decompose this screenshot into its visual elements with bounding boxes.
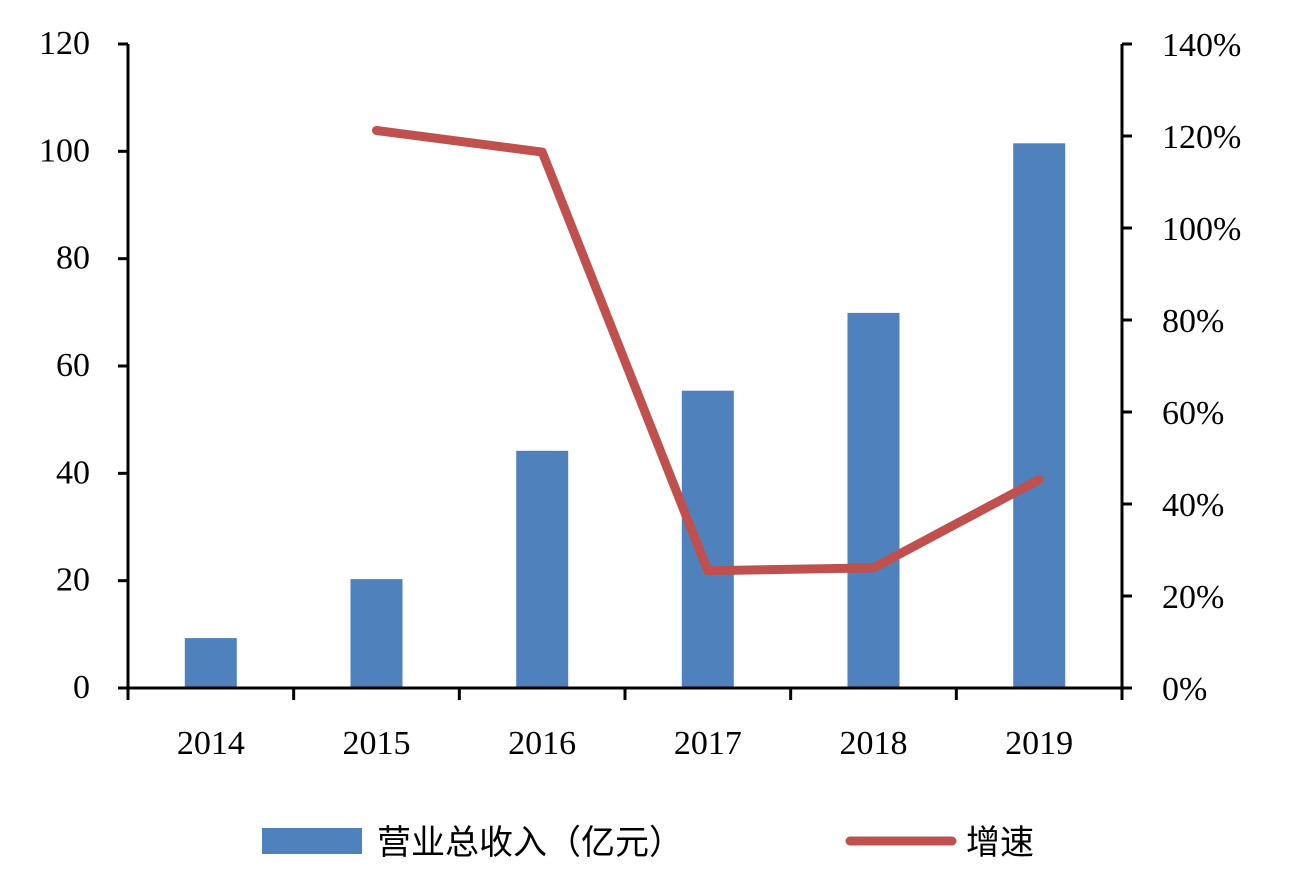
bar-2018: [847, 312, 900, 688]
x-tick-label: 2018: [840, 725, 908, 762]
legend-bar-label: 营业总收入（亿元）: [377, 823, 683, 863]
left-tick-label: 120: [39, 25, 90, 62]
x-tick-label: 2014: [177, 725, 245, 762]
x-tick-label: 2015: [343, 725, 411, 762]
line-layer: [372, 126, 1044, 576]
right-tick-label: 100%: [1162, 211, 1241, 248]
right-tick-label: 120%: [1162, 119, 1241, 156]
right-tick-label: 20%: [1162, 579, 1224, 616]
right-tick-label: 140%: [1162, 27, 1241, 64]
bar-2019: [1013, 143, 1066, 689]
right-tick-label: 0%: [1162, 671, 1207, 708]
right-tick-label: 60%: [1162, 395, 1224, 432]
x-tick-label: 2017: [674, 725, 742, 762]
tick-labels-layer: 0 20 40 60 80 100 120 0% 20% 40% 60% 80% 100% 120% 140…: [39, 25, 1241, 762]
left-tick-label: 80: [56, 240, 90, 277]
left-tick-label: 0: [73, 669, 90, 706]
x-tick-label: 2016: [508, 725, 576, 762]
bar-2017: [681, 390, 734, 688]
legend-bar-swatch: [262, 828, 362, 854]
right-tick-label: 40%: [1162, 487, 1224, 524]
growth-line: [372, 126, 1044, 576]
x-tick-label: 2019: [1005, 725, 1073, 762]
bar-2014: [184, 638, 237, 688]
axes-layer: [118, 42, 1132, 700]
left-tick-label: 100: [39, 132, 90, 169]
right-tick-label: 80%: [1162, 303, 1224, 340]
legend-line-label: 增速: [966, 823, 1034, 863]
left-tick-label: 40: [56, 454, 90, 491]
left-tick-label: 20: [56, 562, 90, 599]
bars-layer: [184, 143, 1066, 689]
left-tick-label: 60: [56, 347, 90, 384]
bar-2016: [516, 450, 569, 688]
legend: 营业总收入（亿元） 增速: [262, 823, 1034, 863]
bar-2015: [350, 579, 403, 688]
